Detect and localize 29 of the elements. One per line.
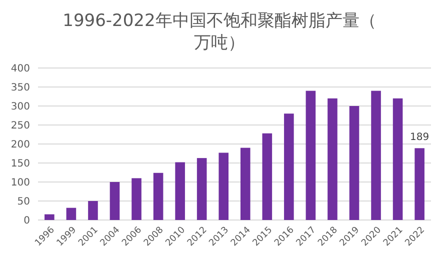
y-tick-label: 50	[17, 196, 30, 208]
bar	[88, 201, 98, 220]
y-tick-label: 150	[10, 158, 30, 170]
y-tick-label: 100	[10, 178, 30, 188]
bar	[132, 178, 142, 220]
bar	[240, 148, 250, 220]
bar	[66, 208, 76, 220]
y-tick-label: 200	[10, 140, 30, 150]
bar	[414, 148, 424, 220]
chart-title: 1996-2022年中国不饱和聚酯树脂产量（万吨）	[62, 11, 376, 53]
y-tick-label: 350	[10, 82, 30, 94]
bar	[44, 214, 54, 220]
y-tick-label: 300	[10, 102, 30, 112]
y-tick-label: 400	[10, 64, 30, 74]
bar	[110, 182, 120, 220]
bar	[262, 133, 272, 220]
bar	[196, 158, 207, 220]
y-tick-label: 250	[10, 120, 30, 132]
bar	[153, 172, 164, 220]
data-label: 189	[410, 132, 430, 144]
bar	[349, 106, 360, 220]
bar	[371, 90, 381, 220]
bar	[218, 152, 229, 220]
bar	[284, 114, 294, 220]
bar	[306, 90, 316, 220]
bar	[175, 162, 185, 220]
bar	[328, 98, 338, 220]
bar	[392, 98, 403, 220]
y-tick-label: 0	[24, 216, 30, 226]
